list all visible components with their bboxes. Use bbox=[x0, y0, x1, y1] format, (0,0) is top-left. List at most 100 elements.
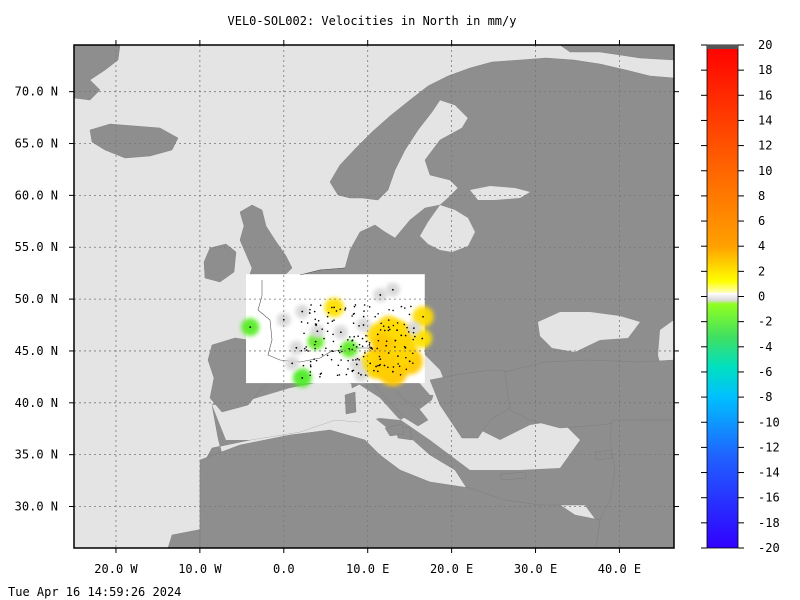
station-dot bbox=[383, 364, 386, 367]
colorbar-label: 10 bbox=[758, 164, 772, 178]
station-dot bbox=[421, 337, 424, 340]
station-dot bbox=[309, 360, 312, 363]
latitude-label: 70.0 N bbox=[15, 85, 58, 99]
station-dot bbox=[347, 368, 349, 370]
station-dot bbox=[321, 354, 324, 356]
colorbar-label: 16 bbox=[758, 88, 772, 102]
station-dot bbox=[351, 348, 354, 351]
colorbar-label: 18 bbox=[758, 63, 772, 77]
station-dot bbox=[422, 315, 424, 318]
station-dot bbox=[382, 325, 385, 328]
colorbar-label: -16 bbox=[758, 491, 780, 505]
station-dot bbox=[330, 358, 333, 361]
station-dot bbox=[348, 347, 351, 350]
longitude-label: 20.0 W bbox=[94, 562, 138, 576]
latitude-label: 55.0 N bbox=[15, 240, 58, 254]
station-dot bbox=[295, 346, 298, 349]
station-dot bbox=[326, 315, 329, 318]
station-dot bbox=[361, 337, 364, 340]
station-dot bbox=[411, 352, 414, 355]
colorbar-label: -8 bbox=[758, 390, 772, 404]
station-dot bbox=[309, 371, 312, 373]
station-dot bbox=[353, 335, 355, 338]
colorbar-label: -2 bbox=[758, 315, 772, 329]
latitude-labels: 70.0 N 65.0 N 60.0 N 55.0 N 50.0 N 45.0 N 40.0… bbox=[15, 85, 58, 514]
station-dot bbox=[369, 346, 371, 348]
station-dot bbox=[332, 333, 334, 336]
station-dot bbox=[335, 310, 338, 312]
station-dot bbox=[377, 364, 379, 367]
station-dot bbox=[316, 330, 319, 333]
station-dot bbox=[323, 337, 325, 340]
longitude-label: 10.0 W bbox=[178, 562, 222, 576]
station-dot bbox=[408, 313, 411, 316]
station-dot bbox=[357, 372, 360, 374]
station-dot bbox=[374, 315, 376, 318]
station-dot bbox=[391, 370, 394, 373]
station-dot bbox=[379, 294, 382, 296]
station-dot bbox=[412, 362, 414, 364]
station-dot bbox=[319, 304, 322, 307]
colorbar-label: -18 bbox=[758, 516, 780, 530]
station-dot bbox=[377, 370, 379, 373]
station-dot bbox=[369, 362, 372, 365]
station-dot bbox=[379, 358, 382, 361]
station-dot bbox=[400, 334, 403, 337]
station-dot bbox=[399, 373, 402, 376]
longitude-labels: 20.0 W 10.0 W 0.0 10.0 E 20.0 E 30.0 E 40.0 E bbox=[94, 562, 641, 576]
station-dot bbox=[365, 334, 367, 337]
longitude-label: 0.0 bbox=[273, 562, 295, 576]
station-dot bbox=[384, 329, 386, 332]
colorbar-label: 4 bbox=[758, 239, 765, 253]
station-dot bbox=[305, 346, 307, 348]
station-dot bbox=[414, 335, 416, 338]
station-dot bbox=[327, 322, 329, 324]
station-dot bbox=[405, 368, 408, 371]
latitude-label: 45.0 N bbox=[15, 344, 58, 358]
map-title: VEL0-SOL002: Velocities in North in mm/y bbox=[227, 14, 517, 28]
station-dot bbox=[375, 365, 377, 368]
station-dot bbox=[388, 308, 390, 311]
station-dot bbox=[379, 363, 381, 366]
station-dot bbox=[412, 331, 415, 334]
latitude-label: 30.0 N bbox=[15, 500, 58, 514]
latitude-label: 65.0 N bbox=[15, 137, 58, 151]
latitude-label: 60.0 N bbox=[15, 188, 58, 202]
station-dot bbox=[397, 355, 399, 358]
station-dot bbox=[340, 345, 342, 348]
colorbar-label: -14 bbox=[758, 466, 780, 480]
station-dot bbox=[404, 334, 407, 337]
station-dot bbox=[396, 329, 398, 332]
station-dot bbox=[314, 318, 317, 321]
station-dot bbox=[313, 358, 315, 360]
station-dot bbox=[333, 319, 335, 321]
station-dot bbox=[340, 359, 342, 361]
station-dot bbox=[314, 340, 317, 343]
station-dot bbox=[309, 308, 311, 311]
station-markers bbox=[249, 288, 424, 379]
latitude-label: 35.0 N bbox=[15, 448, 58, 462]
station-dot bbox=[377, 339, 380, 342]
station-dot bbox=[303, 332, 305, 335]
longitude-label: 10.0 E bbox=[346, 562, 389, 576]
station-dot bbox=[380, 322, 382, 325]
station-dot bbox=[398, 365, 401, 368]
timestamp: Tue Apr 16 14:59:26 2024 bbox=[8, 585, 182, 599]
colorbar-label: -6 bbox=[758, 365, 772, 379]
colorbar-gradient bbox=[706, 44, 739, 549]
station-dot bbox=[352, 322, 355, 325]
station-dot bbox=[319, 373, 322, 375]
colorbar-label: 2 bbox=[758, 264, 765, 278]
station-dot bbox=[341, 350, 343, 353]
station-dot bbox=[331, 320, 334, 323]
station-dot bbox=[315, 324, 317, 327]
station-dot bbox=[373, 369, 375, 372]
station-dot bbox=[339, 308, 342, 311]
station-dot bbox=[300, 321, 303, 323]
station-dot bbox=[371, 348, 374, 350]
station-dot bbox=[291, 362, 294, 365]
station-dot bbox=[355, 363, 358, 366]
longitude-label: 30.0 E bbox=[514, 562, 557, 576]
station-dot bbox=[362, 315, 365, 318]
station-dot bbox=[353, 305, 356, 308]
